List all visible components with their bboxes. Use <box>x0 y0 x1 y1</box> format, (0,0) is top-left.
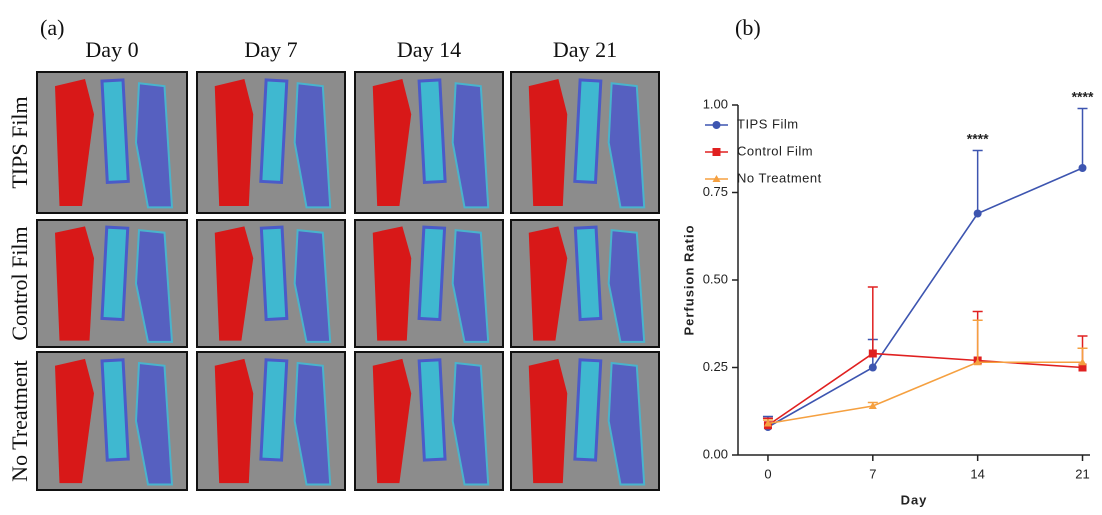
legend-label: TIPS Film <box>737 116 799 131</box>
paw-cyan <box>417 225 447 322</box>
legend-marker <box>712 121 721 129</box>
y-tick-label: 0.50 <box>703 271 728 286</box>
column-header: Day 14 <box>397 37 461 62</box>
row-header: No Treatment <box>7 360 32 482</box>
error-bar <box>972 319 983 363</box>
paw-red <box>372 79 412 206</box>
series-line <box>767 167 1083 428</box>
marker <box>973 358 982 366</box>
error-bar <box>972 149 983 214</box>
paw-cyan <box>417 78 447 185</box>
paw-red <box>214 358 254 484</box>
paw-blue <box>451 82 490 209</box>
paw-red <box>528 79 568 206</box>
paw-cyan <box>259 78 289 185</box>
paw-red <box>372 226 412 341</box>
row-header: Control Film <box>7 226 32 340</box>
y-tick-label: 0.25 <box>703 359 728 374</box>
column-header: Day 0 <box>85 37 138 62</box>
y-tick-label: 0.75 <box>703 184 728 199</box>
paw-red <box>55 79 94 206</box>
paw-blue <box>607 361 646 486</box>
paw-blue <box>293 82 332 209</box>
x-tick-label: 21 <box>1075 466 1089 481</box>
legend-label: Control Film <box>737 143 813 158</box>
row-header: TIPS Film <box>7 96 32 188</box>
marker <box>1078 164 1087 172</box>
x-tick-label: 7 <box>869 466 876 481</box>
x-tick-label: 0 <box>764 466 771 481</box>
paw-blue <box>134 229 174 343</box>
paw-blue <box>607 82 646 209</box>
marker <box>868 349 877 358</box>
error-bar <box>1077 107 1088 168</box>
y-tick-label: 1.00 <box>703 96 728 111</box>
paw-red <box>55 358 94 484</box>
paw-blue <box>134 361 174 486</box>
paw-cyan <box>417 358 447 462</box>
paw-cyan <box>573 225 603 322</box>
paw-red <box>372 358 412 484</box>
marker <box>868 363 877 372</box>
paw-cyan <box>573 78 603 185</box>
paw-red <box>528 358 568 484</box>
marker <box>763 419 772 427</box>
legend-marker <box>712 175 721 182</box>
x-axis-label: Day <box>901 492 928 507</box>
paw-cyan <box>573 358 603 462</box>
paw-cyan <box>259 358 289 462</box>
paw-red <box>214 79 254 206</box>
paw-cyan <box>100 78 130 185</box>
series-line <box>767 361 1083 425</box>
legend-marker <box>712 148 721 156</box>
y-axis-label: Perfusion Ratio <box>681 224 696 335</box>
paw-red <box>528 226 568 341</box>
paw-blue <box>134 82 174 209</box>
panel-label: (a) <box>40 15 64 40</box>
marker <box>973 209 982 218</box>
paw-cyan <box>259 225 289 322</box>
paw-blue <box>293 361 332 486</box>
significance: **** <box>967 131 989 147</box>
paw-red <box>214 226 254 341</box>
column-header: Day 21 <box>553 37 617 62</box>
significance: **** <box>1072 89 1094 105</box>
panel-label: (b) <box>735 15 761 40</box>
paw-blue <box>451 361 490 486</box>
paw-blue <box>293 229 332 343</box>
marker <box>1078 358 1087 366</box>
marker <box>868 402 877 409</box>
paw-red <box>55 226 94 341</box>
series-line <box>767 352 1083 426</box>
error-bar <box>867 286 878 354</box>
paw-blue <box>451 229 490 343</box>
marker <box>1078 363 1087 372</box>
x-tick-label: 14 <box>970 466 984 481</box>
paw-blue <box>607 229 646 343</box>
column-header: Day 7 <box>244 37 297 62</box>
legend-label: No Treatment <box>737 170 822 185</box>
paw-cyan <box>100 225 130 322</box>
y-tick-label: 0.00 <box>703 446 728 461</box>
paw-cyan <box>100 358 130 462</box>
